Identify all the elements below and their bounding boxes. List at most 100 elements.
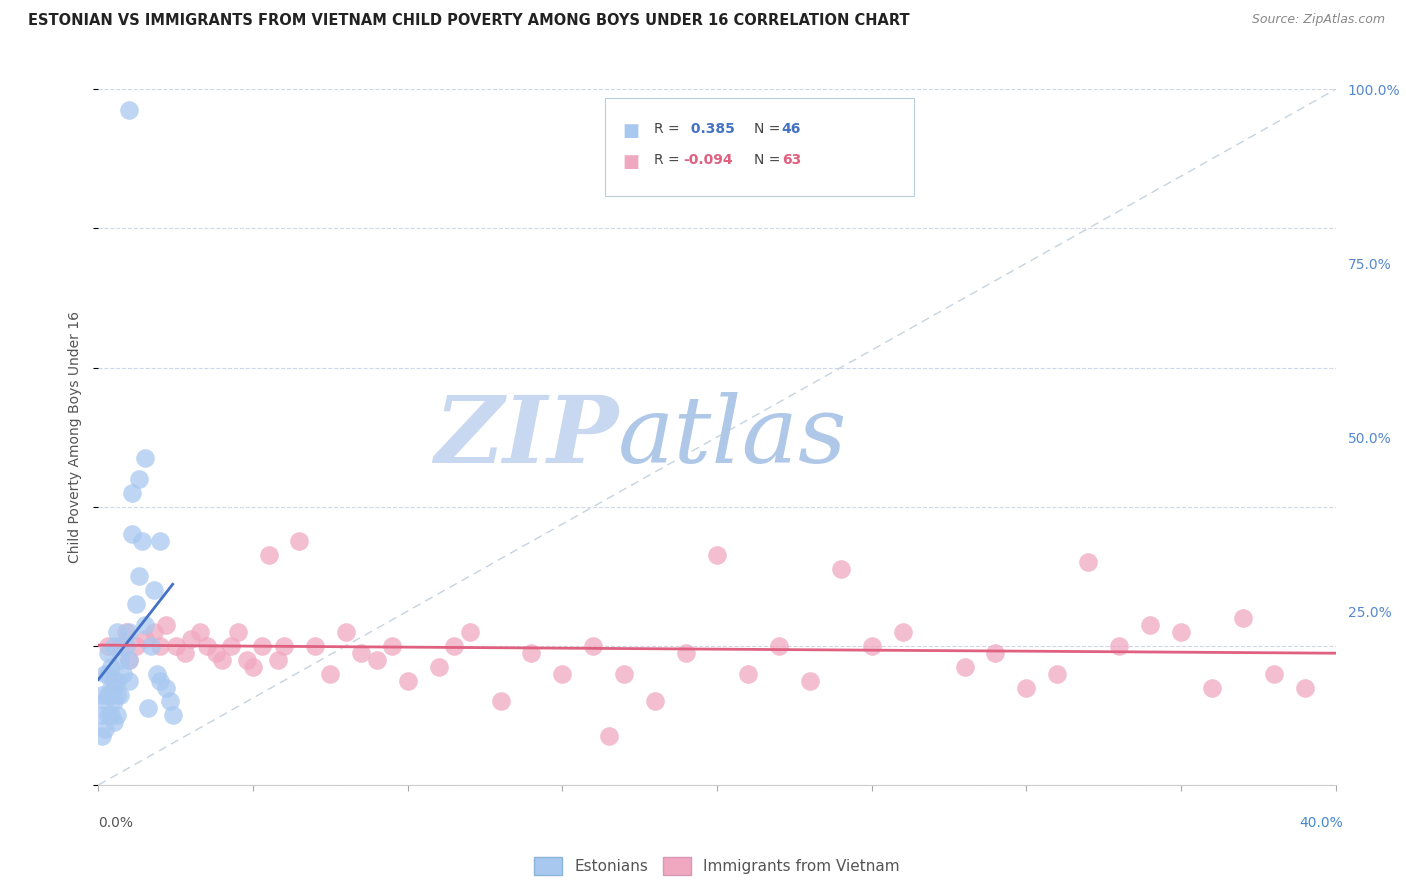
Text: ZIP: ZIP bbox=[434, 392, 619, 482]
Point bbox=[103, 694, 125, 708]
Point bbox=[139, 639, 162, 653]
Point bbox=[458, 624, 481, 639]
Point bbox=[737, 666, 759, 681]
Point bbox=[582, 639, 605, 653]
Point bbox=[288, 534, 311, 549]
Point bbox=[134, 450, 156, 465]
Point bbox=[93, 694, 115, 708]
Point bbox=[396, 673, 419, 688]
Point bbox=[350, 646, 373, 660]
Point bbox=[799, 673, 821, 688]
Point bbox=[613, 666, 636, 681]
Point bbox=[1170, 624, 1192, 639]
Point bbox=[118, 673, 141, 688]
Point bbox=[443, 639, 465, 653]
Point bbox=[100, 708, 122, 723]
Text: ■: ■ bbox=[623, 153, 640, 171]
Point bbox=[149, 673, 172, 688]
Point bbox=[427, 659, 450, 673]
Point bbox=[257, 549, 280, 563]
Point bbox=[97, 666, 120, 681]
Text: 0.0%: 0.0% bbox=[98, 816, 134, 830]
Point bbox=[319, 666, 342, 681]
Point bbox=[489, 694, 512, 708]
Point bbox=[112, 666, 135, 681]
Point bbox=[115, 639, 138, 653]
Point bbox=[97, 708, 120, 723]
Text: N =: N = bbox=[754, 122, 785, 136]
Point bbox=[520, 646, 543, 660]
Point bbox=[118, 624, 141, 639]
Point bbox=[211, 653, 233, 667]
Point bbox=[134, 618, 156, 632]
Point bbox=[149, 639, 172, 653]
Text: R =: R = bbox=[654, 153, 683, 168]
Point bbox=[180, 632, 202, 646]
Point bbox=[90, 708, 112, 723]
Point bbox=[267, 653, 290, 667]
Point bbox=[90, 729, 112, 743]
Point bbox=[97, 688, 120, 702]
Point bbox=[124, 597, 146, 611]
Point bbox=[226, 624, 249, 639]
Point bbox=[143, 583, 166, 598]
Point bbox=[146, 666, 169, 681]
Text: atlas: atlas bbox=[619, 392, 848, 482]
Point bbox=[90, 688, 112, 702]
Point bbox=[236, 653, 259, 667]
Point bbox=[675, 646, 697, 660]
Point bbox=[118, 653, 141, 667]
Text: -0.094: -0.094 bbox=[683, 153, 733, 168]
Legend: Estonians, Immigrants from Vietnam: Estonians, Immigrants from Vietnam bbox=[534, 857, 900, 875]
Point bbox=[108, 688, 131, 702]
Point bbox=[118, 103, 141, 117]
Point bbox=[891, 624, 914, 639]
Point bbox=[252, 639, 274, 653]
Point bbox=[100, 681, 122, 695]
Point bbox=[105, 624, 128, 639]
Point bbox=[165, 639, 187, 653]
Point bbox=[143, 624, 166, 639]
Point bbox=[118, 653, 141, 667]
Point bbox=[273, 639, 295, 653]
Point bbox=[366, 653, 388, 667]
Point bbox=[984, 646, 1007, 660]
Point bbox=[105, 708, 128, 723]
Point bbox=[100, 659, 122, 673]
Text: Source: ZipAtlas.com: Source: ZipAtlas.com bbox=[1251, 13, 1385, 27]
Point bbox=[128, 472, 150, 486]
Point bbox=[155, 618, 177, 632]
Point bbox=[136, 701, 159, 715]
Point bbox=[108, 653, 131, 667]
Text: 40.0%: 40.0% bbox=[1299, 816, 1343, 830]
Point bbox=[155, 681, 177, 695]
Point bbox=[105, 688, 128, 702]
Text: R =: R = bbox=[654, 122, 683, 136]
Point bbox=[97, 639, 120, 653]
Point bbox=[1263, 666, 1285, 681]
Text: ■: ■ bbox=[623, 122, 640, 140]
Point bbox=[174, 646, 197, 660]
Point bbox=[551, 666, 574, 681]
Point bbox=[162, 708, 184, 723]
Text: 63: 63 bbox=[782, 153, 801, 168]
Point bbox=[860, 639, 883, 653]
Point bbox=[115, 624, 138, 639]
Y-axis label: Child Poverty Among Boys Under 16: Child Poverty Among Boys Under 16 bbox=[69, 311, 83, 563]
Point bbox=[97, 646, 120, 660]
Point bbox=[134, 632, 156, 646]
Point bbox=[103, 715, 125, 730]
Point bbox=[830, 562, 852, 576]
Point bbox=[598, 729, 620, 743]
Point bbox=[108, 639, 131, 653]
Point bbox=[644, 694, 666, 708]
Point bbox=[159, 694, 181, 708]
Point bbox=[1294, 681, 1316, 695]
Point bbox=[103, 673, 125, 688]
Text: ESTONIAN VS IMMIGRANTS FROM VIETNAM CHILD POVERTY AMONG BOYS UNDER 16 CORRELATIO: ESTONIAN VS IMMIGRANTS FROM VIETNAM CHIL… bbox=[28, 13, 910, 29]
Point bbox=[195, 639, 218, 653]
Text: 46: 46 bbox=[782, 122, 801, 136]
Point bbox=[128, 569, 150, 583]
Point bbox=[205, 646, 228, 660]
Point bbox=[304, 639, 326, 653]
